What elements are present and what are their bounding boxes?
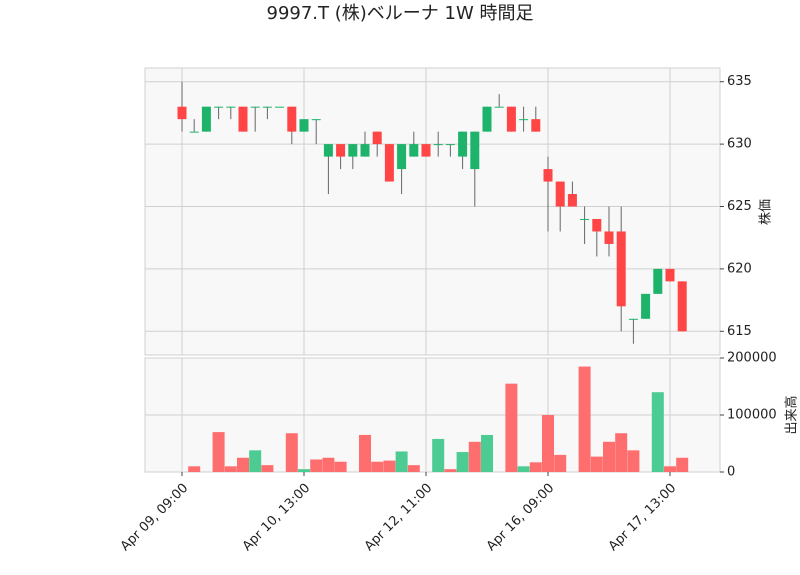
candle-body	[506, 106, 516, 132]
candle-body	[616, 231, 626, 307]
candle-body	[555, 181, 565, 207]
candle-body	[250, 106, 260, 108]
chart-title: 9997.T (株)ベルーナ 1W 時間足	[267, 3, 534, 24]
candle-body	[519, 119, 529, 121]
y-tick-label: 0	[727, 465, 735, 480]
candle-body	[494, 106, 504, 108]
y-tick-label: 100000	[727, 408, 777, 423]
candle-body	[262, 106, 272, 108]
volume-bar	[529, 462, 542, 472]
candle-body	[592, 218, 602, 232]
volume-bar	[371, 461, 384, 472]
y-tick-label: 620	[727, 261, 752, 276]
volume-bar	[407, 465, 420, 472]
x-tick-label: Apr 10, 13:00	[240, 481, 313, 554]
y-tick-label: 200000	[727, 351, 777, 366]
candle-body	[214, 106, 224, 108]
candle-body	[311, 119, 321, 121]
candle-body	[238, 106, 248, 132]
volume-bar	[285, 433, 298, 472]
candle-body	[409, 144, 419, 157]
y-tick-label: 625	[727, 199, 752, 214]
candle-body	[287, 106, 297, 132]
volume-bar	[395, 451, 408, 472]
volume-bar	[237, 457, 249, 472]
volume-bar	[676, 457, 689, 472]
volume-bar	[261, 465, 274, 472]
x-tick-label: Apr 12, 11:00	[362, 481, 435, 554]
candle-body	[177, 106, 187, 120]
volume-bar	[456, 452, 469, 472]
candle-body	[482, 106, 492, 132]
volume-bar	[432, 438, 445, 472]
candle-body	[348, 144, 358, 157]
candle-body	[433, 144, 443, 146]
volume-bar	[224, 466, 237, 472]
y-tick-label: 615	[727, 324, 752, 339]
candle-body	[677, 281, 687, 332]
candle-body	[323, 144, 333, 157]
volume-bar	[359, 434, 371, 472]
volume-bar	[554, 454, 567, 472]
candle-body	[445, 144, 455, 146]
candle-body	[360, 144, 370, 157]
volume-bar	[298, 469, 310, 472]
volume-bar	[212, 432, 225, 472]
volume-bar	[310, 459, 323, 472]
volume-bar	[249, 450, 262, 472]
candle-body	[421, 144, 431, 157]
volume-bar	[603, 441, 615, 472]
volume-bar	[578, 366, 591, 472]
volume-bar	[517, 466, 530, 472]
candle-body	[458, 131, 468, 157]
volume-bar	[481, 434, 493, 472]
volume-bar	[664, 466, 676, 472]
volume-bar	[651, 392, 664, 472]
volume-bar	[322, 457, 335, 472]
candle-body	[567, 194, 577, 207]
y-tick-label: 630	[727, 137, 752, 152]
volume-bar	[383, 460, 396, 472]
candle-body	[543, 169, 553, 182]
candle-body	[275, 106, 285, 108]
volume-bar	[505, 383, 518, 472]
volume-bar	[468, 441, 481, 472]
volume-bar	[334, 461, 347, 472]
candle-body	[336, 144, 346, 157]
volume-bar	[188, 466, 201, 472]
candle-body	[384, 144, 394, 182]
candle-body	[299, 119, 309, 132]
volume-bar	[444, 469, 457, 472]
x-tick-label: Apr 17, 13:00	[606, 481, 679, 554]
y-axis-label: 出来高	[784, 395, 800, 434]
candle-body	[628, 318, 638, 320]
candle-body	[397, 144, 407, 170]
candle-body	[653, 268, 663, 294]
volume-bar	[590, 456, 603, 472]
candle-body	[470, 131, 480, 170]
candle-body	[641, 293, 651, 319]
candle-body	[189, 131, 199, 133]
candle-body	[665, 268, 675, 282]
y-axis-label: 株価	[759, 199, 774, 225]
candle-body	[372, 131, 382, 145]
candle-body	[201, 106, 211, 132]
candle-body	[604, 231, 614, 244]
volume-bar	[627, 450, 640, 472]
candle-body	[580, 218, 590, 220]
candle-body	[531, 119, 541, 132]
volume-bar	[615, 433, 628, 472]
candle-body	[226, 106, 236, 108]
x-tick-label: Apr 09, 09:00	[118, 481, 191, 554]
volume-bar	[542, 415, 554, 472]
y-tick-label: 635	[727, 74, 752, 89]
x-tick-label: Apr 16, 09:00	[484, 481, 557, 554]
